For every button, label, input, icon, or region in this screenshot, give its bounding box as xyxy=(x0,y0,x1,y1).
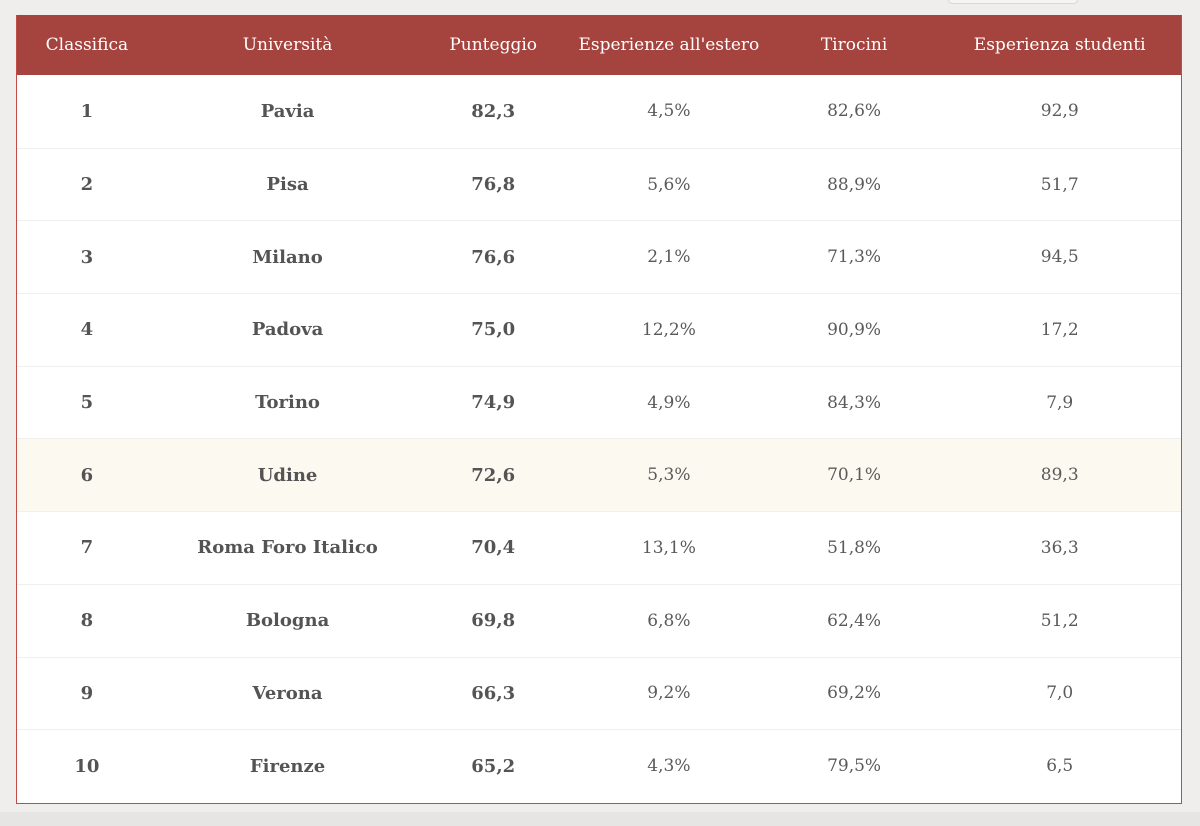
cell-university: Roma Foro Italico xyxy=(197,537,378,559)
cell-abroad: 4,5% xyxy=(647,101,691,122)
cell-university: Torino xyxy=(255,392,320,414)
cell-score: 76,6 xyxy=(471,246,516,268)
cell-abroad: 13,1% xyxy=(641,537,696,558)
cell-university: Verona xyxy=(252,682,323,704)
cell-score: 76,8 xyxy=(471,174,516,196)
header-punteggio[interactable]: Punteggio xyxy=(449,35,538,55)
table-row: 5 Torino 74,9 4,9% 84,3% 7,9 xyxy=(17,365,1181,439)
table-row: 2 Pisa 76,8 5,6% 88,9% 51,7 xyxy=(17,147,1181,221)
cell-rank: 8 xyxy=(80,610,94,632)
cell-internships: 84,3% xyxy=(827,392,882,413)
cell-rank: 6 xyxy=(80,464,94,486)
header-tirocini[interactable]: Tirocini xyxy=(820,35,888,55)
cell-abroad: 5,6% xyxy=(647,174,691,195)
cell-university: Pavia xyxy=(260,100,315,122)
cell-internships: 71,3% xyxy=(827,247,882,268)
table-row: 8 Bologna 69,8 6,8% 62,4% 51,2 xyxy=(17,583,1181,657)
table-header: Classifica Università Punteggio Esperien… xyxy=(17,15,1181,75)
cell-university: Bologna xyxy=(245,610,330,632)
cell-rank: 3 xyxy=(80,246,94,268)
cell-score: 82,3 xyxy=(471,100,516,122)
cell-student-experience: 89,3 xyxy=(1040,465,1079,486)
cell-student-experience: 6,5 xyxy=(1046,756,1074,777)
cell-abroad: 5,3% xyxy=(647,465,691,486)
cell-rank: 7 xyxy=(80,537,94,559)
header-classifica[interactable]: Classifica xyxy=(45,35,129,55)
cell-student-experience: 7,9 xyxy=(1046,392,1074,413)
top-control-stub xyxy=(948,0,1078,4)
cell-internships: 82,6% xyxy=(827,101,882,122)
table-row: 9 Verona 66,3 9,2% 69,2% 7,0 xyxy=(17,656,1181,730)
cell-rank: 2 xyxy=(80,174,94,196)
cell-university: Firenze xyxy=(249,755,326,777)
header-universita[interactable]: Università xyxy=(242,35,333,55)
table-row: 7 Roma Foro Italico 70,4 13,1% 51,8% 36,3 xyxy=(17,511,1181,584)
cell-abroad: 12,2% xyxy=(641,319,696,340)
cell-score: 72,6 xyxy=(471,464,516,486)
table-row: 3 Milano 76,6 2,1% 71,3% 94,5 xyxy=(17,220,1181,293)
cell-internships: 70,1% xyxy=(827,465,882,486)
cell-university: Milano xyxy=(252,246,323,268)
page-bottom-strip xyxy=(0,812,1200,826)
cell-internships: 69,2% xyxy=(827,683,882,704)
cell-internships: 79,5% xyxy=(827,756,882,777)
cell-internships: 51,8% xyxy=(827,537,882,558)
header-esperienza-studenti[interactable]: Esperienza studenti xyxy=(973,35,1146,55)
cell-rank: 9 xyxy=(80,682,94,704)
table-row: 1 Pavia 82,3 4,5% 82,6% 92,9 xyxy=(17,75,1181,148)
cell-abroad: 9,2% xyxy=(647,683,691,704)
ranking-table: Classifica Università Punteggio Esperien… xyxy=(16,15,1182,804)
cell-student-experience: 94,5 xyxy=(1040,247,1079,268)
cell-abroad: 4,3% xyxy=(647,756,691,777)
cell-rank: 1 xyxy=(80,100,94,122)
cell-rank: 5 xyxy=(80,392,94,414)
cell-rank: 10 xyxy=(74,755,100,777)
cell-score: 66,3 xyxy=(471,682,516,704)
cell-abroad: 2,1% xyxy=(647,247,691,268)
cell-student-experience: 92,9 xyxy=(1040,101,1079,122)
cell-internships: 62,4% xyxy=(827,610,882,631)
cell-student-experience: 51,2 xyxy=(1040,610,1079,631)
cell-rank: 4 xyxy=(80,319,94,341)
cell-internships: 90,9% xyxy=(827,319,882,340)
cell-score: 69,8 xyxy=(471,610,516,632)
cell-student-experience: 17,2 xyxy=(1040,319,1079,340)
table-row: 6 Udine 72,6 5,3% 70,1% 89,3 xyxy=(17,438,1181,512)
cell-score: 74,9 xyxy=(471,392,516,414)
cell-student-experience: 51,7 xyxy=(1040,174,1079,195)
table-row: 10 Firenze 65,2 4,3% 79,5% 6,5 xyxy=(17,729,1181,802)
cell-university: Padova xyxy=(251,319,324,341)
cell-university: Udine xyxy=(257,464,318,486)
cell-university: Pisa xyxy=(266,174,309,196)
cell-score: 65,2 xyxy=(471,755,516,777)
cell-abroad: 6,8% xyxy=(647,610,691,631)
cell-internships: 88,9% xyxy=(827,174,882,195)
header-esperienze-estero[interactable]: Esperienze all'estero xyxy=(578,35,760,55)
cell-abroad: 4,9% xyxy=(647,392,691,413)
cell-score: 70,4 xyxy=(471,537,516,559)
cell-student-experience: 36,3 xyxy=(1040,537,1079,558)
cell-student-experience: 7,0 xyxy=(1046,683,1074,704)
cell-score: 75,0 xyxy=(471,319,516,341)
table-row: 4 Padova 75,0 12,2% 90,9% 17,2 xyxy=(17,293,1181,366)
table-body: 1 Pavia 82,3 4,5% 82,6% 92,9 2 Pisa 76,8 5,6% 88,9… xyxy=(17,75,1181,802)
